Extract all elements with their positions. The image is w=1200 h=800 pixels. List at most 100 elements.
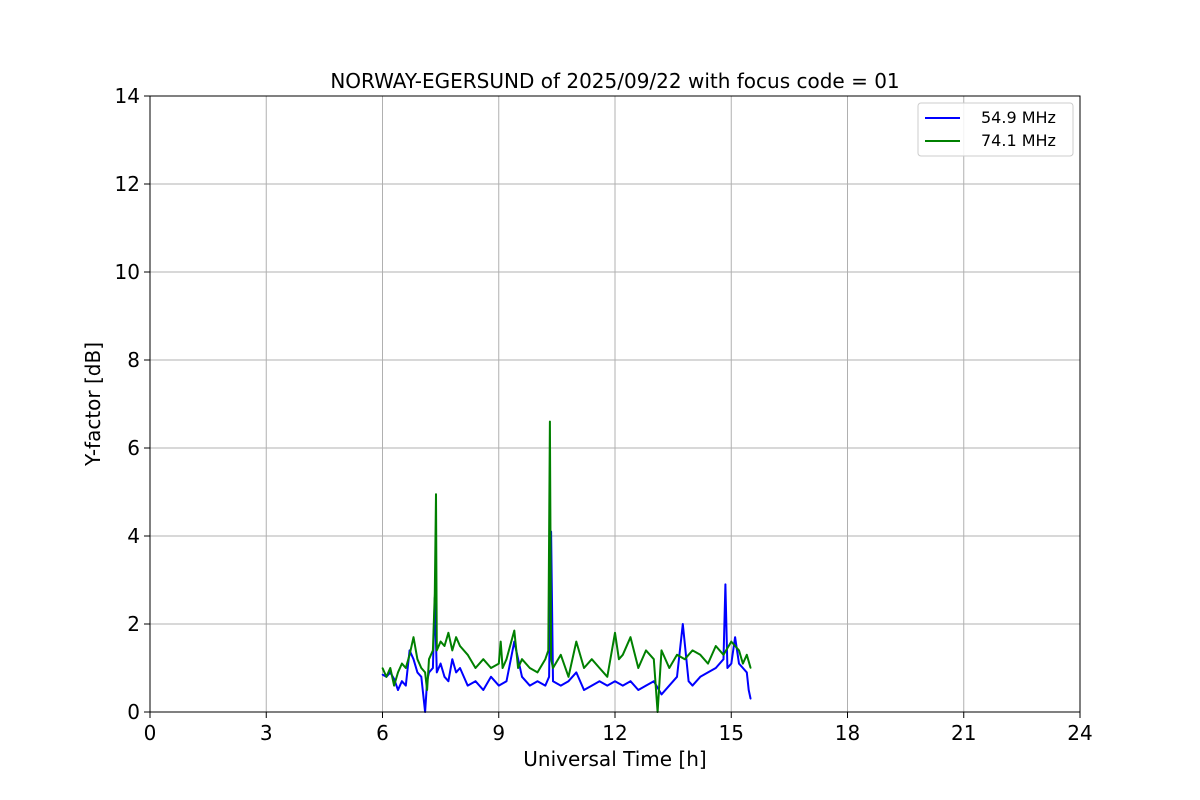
data-point-series-1: [676, 654, 678, 656]
data-point-series-1: [451, 649, 454, 652]
data-point-series-0: [432, 667, 434, 669]
data-point-series-0: [412, 658, 415, 660]
legend: 54.9 MHz 74.1 MHz: [917, 102, 1074, 157]
data-point-series-0: [614, 680, 616, 682]
y-axis-ticks: 0 2 4 6 8 10 12 14: [115, 84, 150, 724]
data-point-series-1: [722, 654, 725, 656]
x-tick-label: 12: [602, 721, 627, 745]
data-point-series-0: [724, 583, 727, 586]
data-point-series-1: [432, 649, 434, 652]
data-point-series-0: [687, 680, 690, 682]
data-point-series-0: [583, 689, 585, 691]
data-point-series-1: [497, 662, 500, 665]
data-point-series-0: [598, 680, 601, 682]
data-point-series-1: [742, 662, 744, 665]
data-point-series-0: [676, 676, 678, 678]
data-point-series-1: [547, 649, 550, 652]
data-point-series-0: [738, 662, 740, 665]
y-tick-label: 4: [127, 524, 140, 548]
data-point-series-1: [528, 667, 531, 669]
data-point-series-1: [517, 667, 519, 669]
grid: [149, 95, 1081, 713]
data-point-series-0: [707, 671, 709, 674]
data-point-series-0: [548, 676, 550, 678]
data-point-series-1: [652, 658, 655, 660]
data-point-series-1: [559, 654, 562, 656]
x-tick-label: 9: [492, 721, 505, 745]
data-point-series-1: [393, 684, 395, 687]
data-point-series-0: [455, 671, 457, 674]
chart-title: NORWAY-EGERSUND of 2025/09/22 with focus…: [330, 69, 899, 93]
data-point-series-1: [699, 654, 702, 656]
data-point-series-1: [443, 645, 446, 647]
y-tick-label: 6: [127, 436, 140, 460]
data-point-series-0: [552, 680, 554, 682]
y-tick-label: 14: [115, 84, 140, 108]
data-point-series-0: [439, 662, 442, 665]
y-tick-label: 12: [115, 172, 140, 196]
data-point-series-0: [749, 698, 752, 700]
data-point-series-1: [521, 658, 523, 660]
data-point-series-1: [426, 689, 428, 691]
data-point-series-1: [490, 667, 492, 669]
data-point-series-0: [482, 689, 485, 691]
y-tick-label: 0: [127, 700, 140, 724]
data-point-series-0: [652, 680, 655, 682]
data-point-series-1: [434, 592, 436, 594]
data-point-series-1: [435, 493, 437, 496]
data-point-series-1: [466, 654, 469, 656]
data-point-series-1: [412, 636, 415, 638]
data-point-series-1: [397, 671, 399, 674]
data-point-series-1: [455, 636, 457, 638]
data-point-series-1: [749, 667, 752, 669]
x-tick-label: 15: [719, 721, 744, 745]
data-point-series-1: [567, 676, 570, 678]
data-point-series-0: [397, 689, 399, 691]
data-point-series-1: [614, 632, 616, 634]
data-point-series-1: [447, 632, 450, 634]
data-point-series-0: [734, 636, 736, 638]
data-point-series-1: [401, 662, 403, 665]
data-point-series-0: [660, 693, 663, 696]
data-point-series-1: [668, 667, 671, 669]
data-point-series-1: [424, 671, 426, 674]
data-point-series-1: [482, 658, 485, 660]
data-point-series-1: [637, 667, 640, 669]
data-point-series-1: [629, 636, 632, 638]
data-point-series-1: [544, 658, 547, 660]
data-point-series-1: [583, 667, 585, 669]
data-point-series-1: [714, 645, 717, 647]
y-axis-label: Y-factor [dB]: [81, 342, 105, 467]
data-point-series-0: [459, 667, 461, 669]
data-point-series-1: [683, 658, 686, 660]
data-point-series-1: [389, 667, 392, 669]
data-point-series-1: [606, 676, 609, 678]
data-point-series-1: [552, 667, 554, 669]
data-point-series-0: [447, 680, 450, 682]
data-point-series-0: [528, 684, 531, 687]
data-point-series-1: [645, 649, 647, 652]
x-tick-label: 0: [144, 721, 157, 745]
data-point-series-0: [668, 684, 671, 687]
data-point-series-0: [722, 658, 725, 660]
data-point-series-0: [497, 684, 500, 687]
y-tick-label: 10: [115, 260, 140, 284]
data-point-series-1: [536, 671, 539, 674]
data-point-series-0: [567, 680, 570, 682]
legend-label-1: 74.1 MHz: [981, 131, 1056, 150]
series-layer: [381, 420, 752, 713]
data-point-series-0: [742, 667, 744, 669]
data-point-series-0: [381, 673, 384, 676]
data-point-series-0: [416, 671, 419, 674]
y-tick-label: 2: [127, 612, 140, 636]
data-point-series-1: [404, 667, 407, 669]
data-point-series-0: [645, 684, 647, 687]
data-point-series-0: [490, 676, 492, 678]
data-point-series-0: [404, 684, 407, 687]
data-point-series-1: [428, 658, 430, 660]
data-point-series-1: [408, 654, 411, 656]
x-axis-label: Universal Time [h]: [523, 747, 706, 771]
data-point-series-1: [707, 662, 709, 665]
data-point-series-0: [637, 689, 640, 691]
